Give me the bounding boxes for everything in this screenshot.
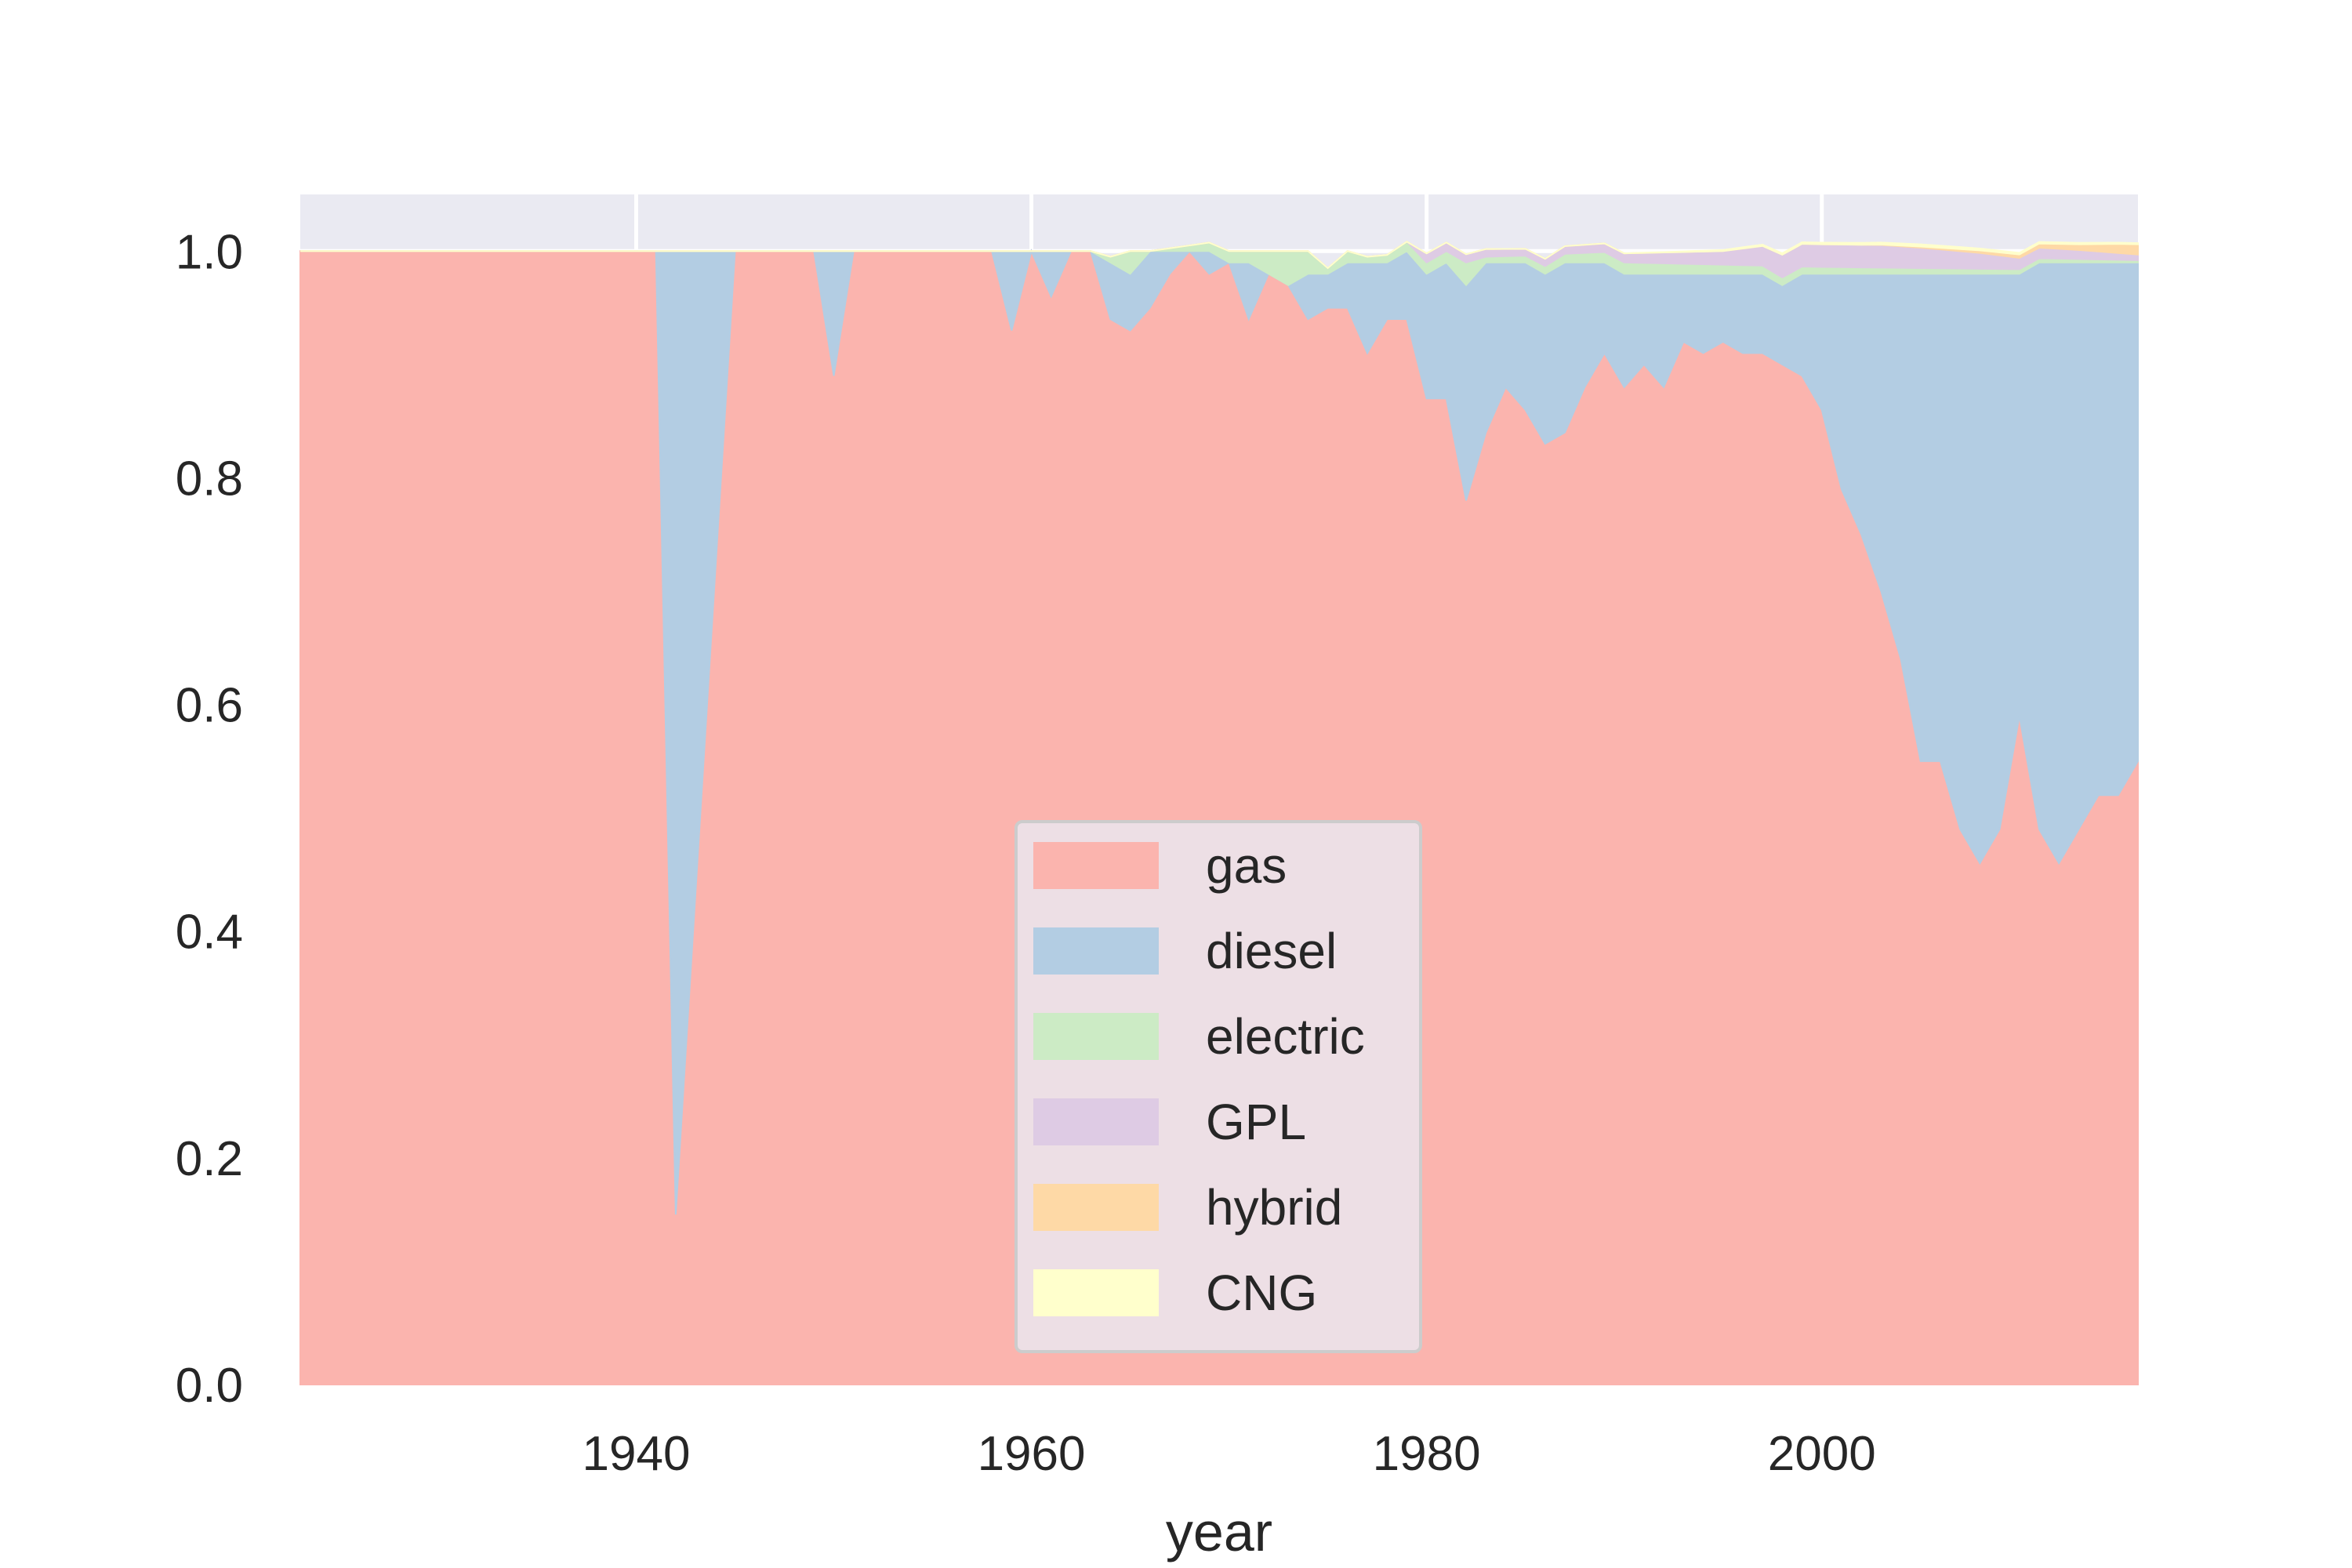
legend-swatch [1033, 1184, 1159, 1231]
legend-label: electric [1206, 1008, 1365, 1065]
y-tick-label: 0.6 [176, 679, 243, 733]
legend-label: gas [1206, 837, 1287, 894]
x-tick-label: 2000 [1768, 1427, 1876, 1481]
x-axis-label: year [1166, 1501, 1272, 1563]
y-tick-label: 1.0 [176, 225, 243, 279]
legend-label: hybrid [1206, 1179, 1342, 1236]
legend-label: CNG [1206, 1265, 1317, 1321]
y-tick-label: 0.8 [176, 452, 243, 506]
legend-swatch [1033, 1098, 1159, 1145]
legend: gas diesel electric GPL hybrid CNG [1014, 820, 1422, 1353]
area-cng [300, 241, 2139, 270]
y-tick-label: 0.4 [176, 906, 243, 960]
legend-swatch [1033, 842, 1159, 889]
legend-swatch [1033, 1013, 1159, 1060]
y-tick-label: 0.0 [176, 1359, 243, 1413]
y-axis-ticks: 0.0 0.2 0.4 0.6 0.8 1.0 [176, 225, 243, 1413]
legend-label: GPL [1206, 1094, 1306, 1150]
legend-label: diesel [1206, 923, 1337, 979]
x-axis-ticks: 1940 1960 1980 2000 [583, 1427, 1876, 1481]
legend-swatch [1033, 1269, 1159, 1316]
x-tick-label: 1940 [583, 1427, 691, 1481]
area-series-layer [299, 240, 2139, 1385]
y-tick-label: 0.2 [176, 1132, 243, 1186]
legend-swatch [1033, 927, 1159, 975]
x-tick-label: 1960 [978, 1427, 1086, 1481]
x-tick-label: 1980 [1373, 1427, 1481, 1481]
